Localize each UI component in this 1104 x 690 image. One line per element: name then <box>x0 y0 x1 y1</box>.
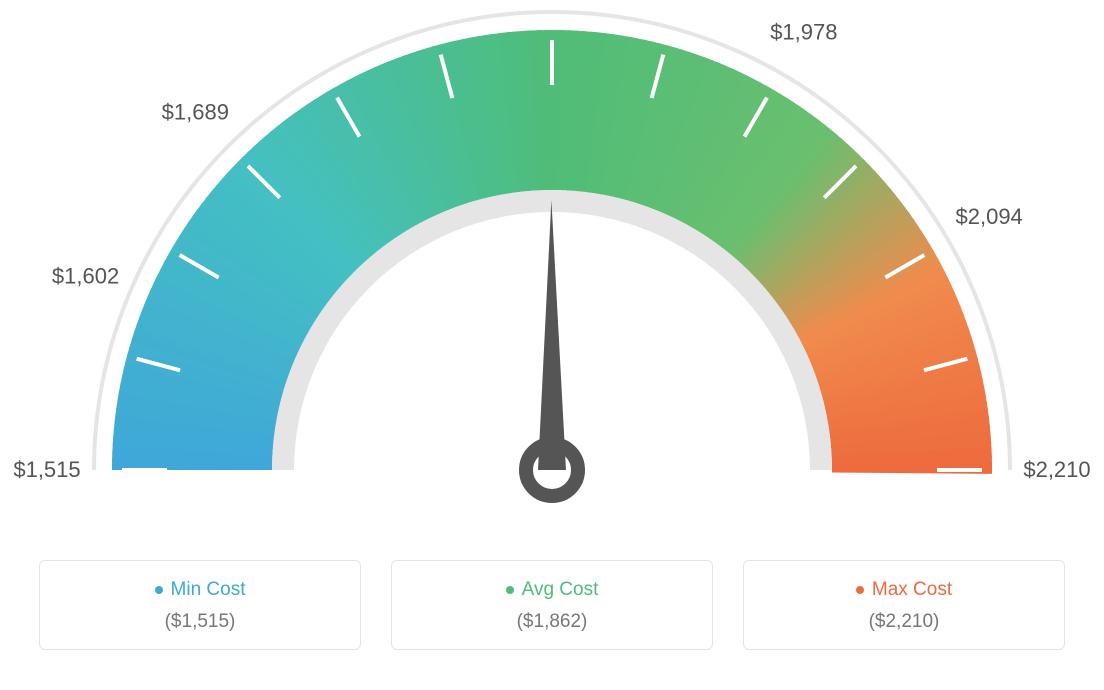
svg-text:$2,094: $2,094 <box>956 204 1023 229</box>
legend-label-avg: Avg Cost <box>522 579 599 601</box>
legend-label-row: Min Cost <box>40 579 360 601</box>
legend-row: Min Cost ($1,515) Avg Cost ($1,862) Max … <box>0 560 1104 650</box>
legend-card-max: Max Cost ($2,210) <box>743 560 1065 650</box>
gauge-svg: $1,515$1,602$1,689$1,862$1,978$2,094$2,2… <box>0 0 1104 540</box>
legend-dot-min <box>155 586 163 594</box>
legend-card-min: Min Cost ($1,515) <box>39 560 361 650</box>
legend-value-min: ($1,515) <box>40 611 360 633</box>
svg-text:$1,515: $1,515 <box>13 457 80 482</box>
legend-value-avg: ($1,862) <box>392 611 712 633</box>
svg-text:$1,602: $1,602 <box>52 263 119 288</box>
legend-value-max: ($2,210) <box>744 611 1064 633</box>
svg-text:$1,689: $1,689 <box>162 100 229 125</box>
gauge-chart: $1,515$1,602$1,689$1,862$1,978$2,094$2,2… <box>0 0 1104 540</box>
legend-label-row: Max Cost <box>744 579 1064 601</box>
legend-dot-max <box>856 586 864 594</box>
legend-label-min: Min Cost <box>171 579 246 601</box>
svg-text:$2,210: $2,210 <box>1023 457 1090 482</box>
legend-card-avg: Avg Cost ($1,862) <box>391 560 713 650</box>
legend-label-row: Avg Cost <box>392 579 712 601</box>
svg-text:$1,978: $1,978 <box>770 19 837 44</box>
legend-dot-avg <box>506 586 514 594</box>
legend-label-max: Max Cost <box>872 579 952 601</box>
